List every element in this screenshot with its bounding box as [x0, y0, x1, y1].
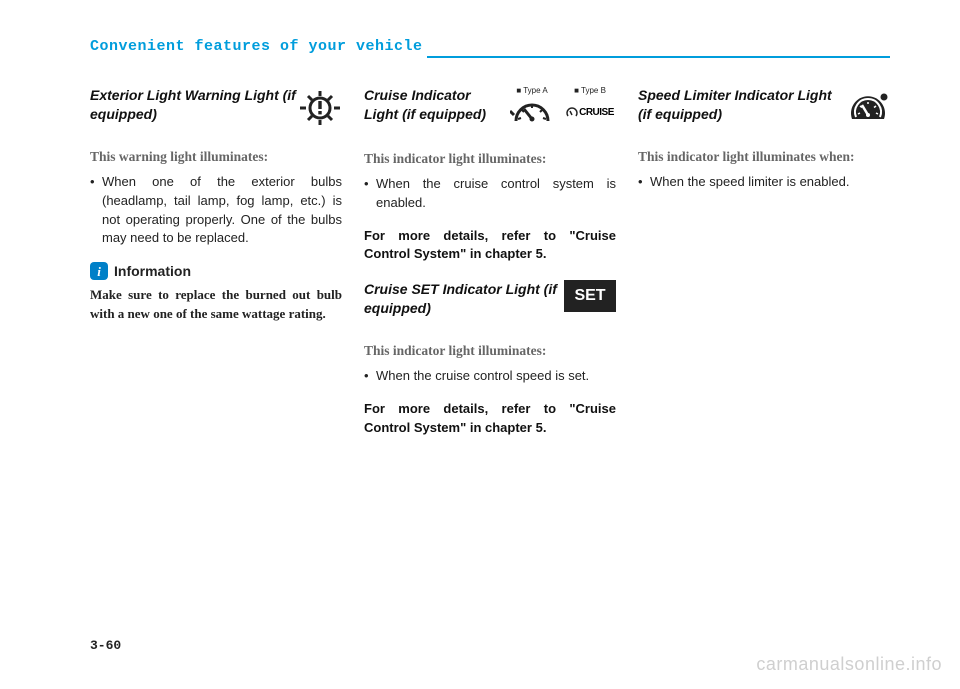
- info-text: Make sure to replace the burned out bulb…: [90, 286, 342, 324]
- type-b-label: ■ Type B: [564, 86, 616, 95]
- exterior-light-warning-icon: [298, 86, 342, 130]
- header-bar: Convenient features of your vehicle: [90, 38, 890, 58]
- bullet-list: When the speed limiter is enabled.: [638, 173, 890, 192]
- type-a-label: ■ Type A: [506, 86, 558, 95]
- column-2: Cruise Indicator Light (if equipped) ■ T…: [364, 86, 616, 454]
- subheading: This indicator light illuminates:: [364, 150, 616, 169]
- section-title: Exterior Light Warning Light (if equippe…: [90, 86, 298, 124]
- list-item: When the cruise control speed is set.: [364, 367, 616, 386]
- header-rule: [427, 56, 890, 58]
- column-1: Exterior Light Warning Light (if equippe…: [90, 86, 342, 454]
- watermark: carmanualsonline.info: [756, 654, 942, 675]
- bullet-list: When the cruise control speed is set.: [364, 367, 616, 386]
- section-title: Cruise SET Indicator Light (if equipped): [364, 280, 564, 318]
- section-head-exterior-light: Exterior Light Warning Light (if equippe…: [90, 86, 342, 130]
- list-item: When the cruise control system is enable…: [364, 175, 616, 213]
- info-icon: i: [90, 262, 108, 280]
- subheading: This warning light illuminates:: [90, 148, 342, 167]
- cruise-type-b: ■ Type B CRUISE: [564, 86, 616, 132]
- speed-limiter-icon: [846, 86, 890, 130]
- list-item: When the speed limiter is enabled.: [638, 173, 890, 192]
- bullet-list: When one of the exterior bulbs (headlamp…: [90, 173, 342, 248]
- section-head-cruise-set: Cruise SET Indicator Light (if equipped)…: [364, 280, 616, 324]
- speedometer-icon: [510, 97, 554, 127]
- list-item: When one of the exterior bulbs (headlamp…: [90, 173, 342, 248]
- section-head-speed-limiter: Speed Limiter Indicator Light (if equipp…: [638, 86, 890, 130]
- column-3: Speed Limiter Indicator Light (if equipp…: [638, 86, 890, 454]
- set-indicator-icon: SET: [564, 280, 616, 312]
- info-label: Information: [114, 263, 191, 279]
- bullet-list: When the cruise control system is enable…: [364, 175, 616, 213]
- columns: Exterior Light Warning Light (if equippe…: [90, 86, 890, 454]
- subheading: This indicator light illuminates:: [364, 342, 616, 361]
- info-row: i Information: [90, 262, 342, 280]
- detail-text: For more details, refer to "Cruise Contr…: [364, 227, 616, 265]
- section-title: Speed Limiter Indicator Light (if equipp…: [638, 86, 846, 124]
- cruise-text-icon: CRUISE: [564, 97, 616, 127]
- cruise-icon-group: ■ Type A: [506, 86, 616, 132]
- detail-text: For more details, refer to "Cruise Contr…: [364, 400, 616, 438]
- manual-page: Convenient features of your vehicle Exte…: [0, 0, 960, 454]
- subheading: This indicator light illuminates when:: [638, 148, 890, 167]
- header-title: Convenient features of your vehicle: [90, 38, 423, 58]
- section-head-cruise: Cruise Indicator Light (if equipped) ■ T…: [364, 86, 616, 132]
- page-number: 3-60: [90, 638, 121, 653]
- cruise-type-a: ■ Type A: [506, 86, 558, 132]
- section-title: Cruise Indicator Light (if equipped): [364, 86, 506, 124]
